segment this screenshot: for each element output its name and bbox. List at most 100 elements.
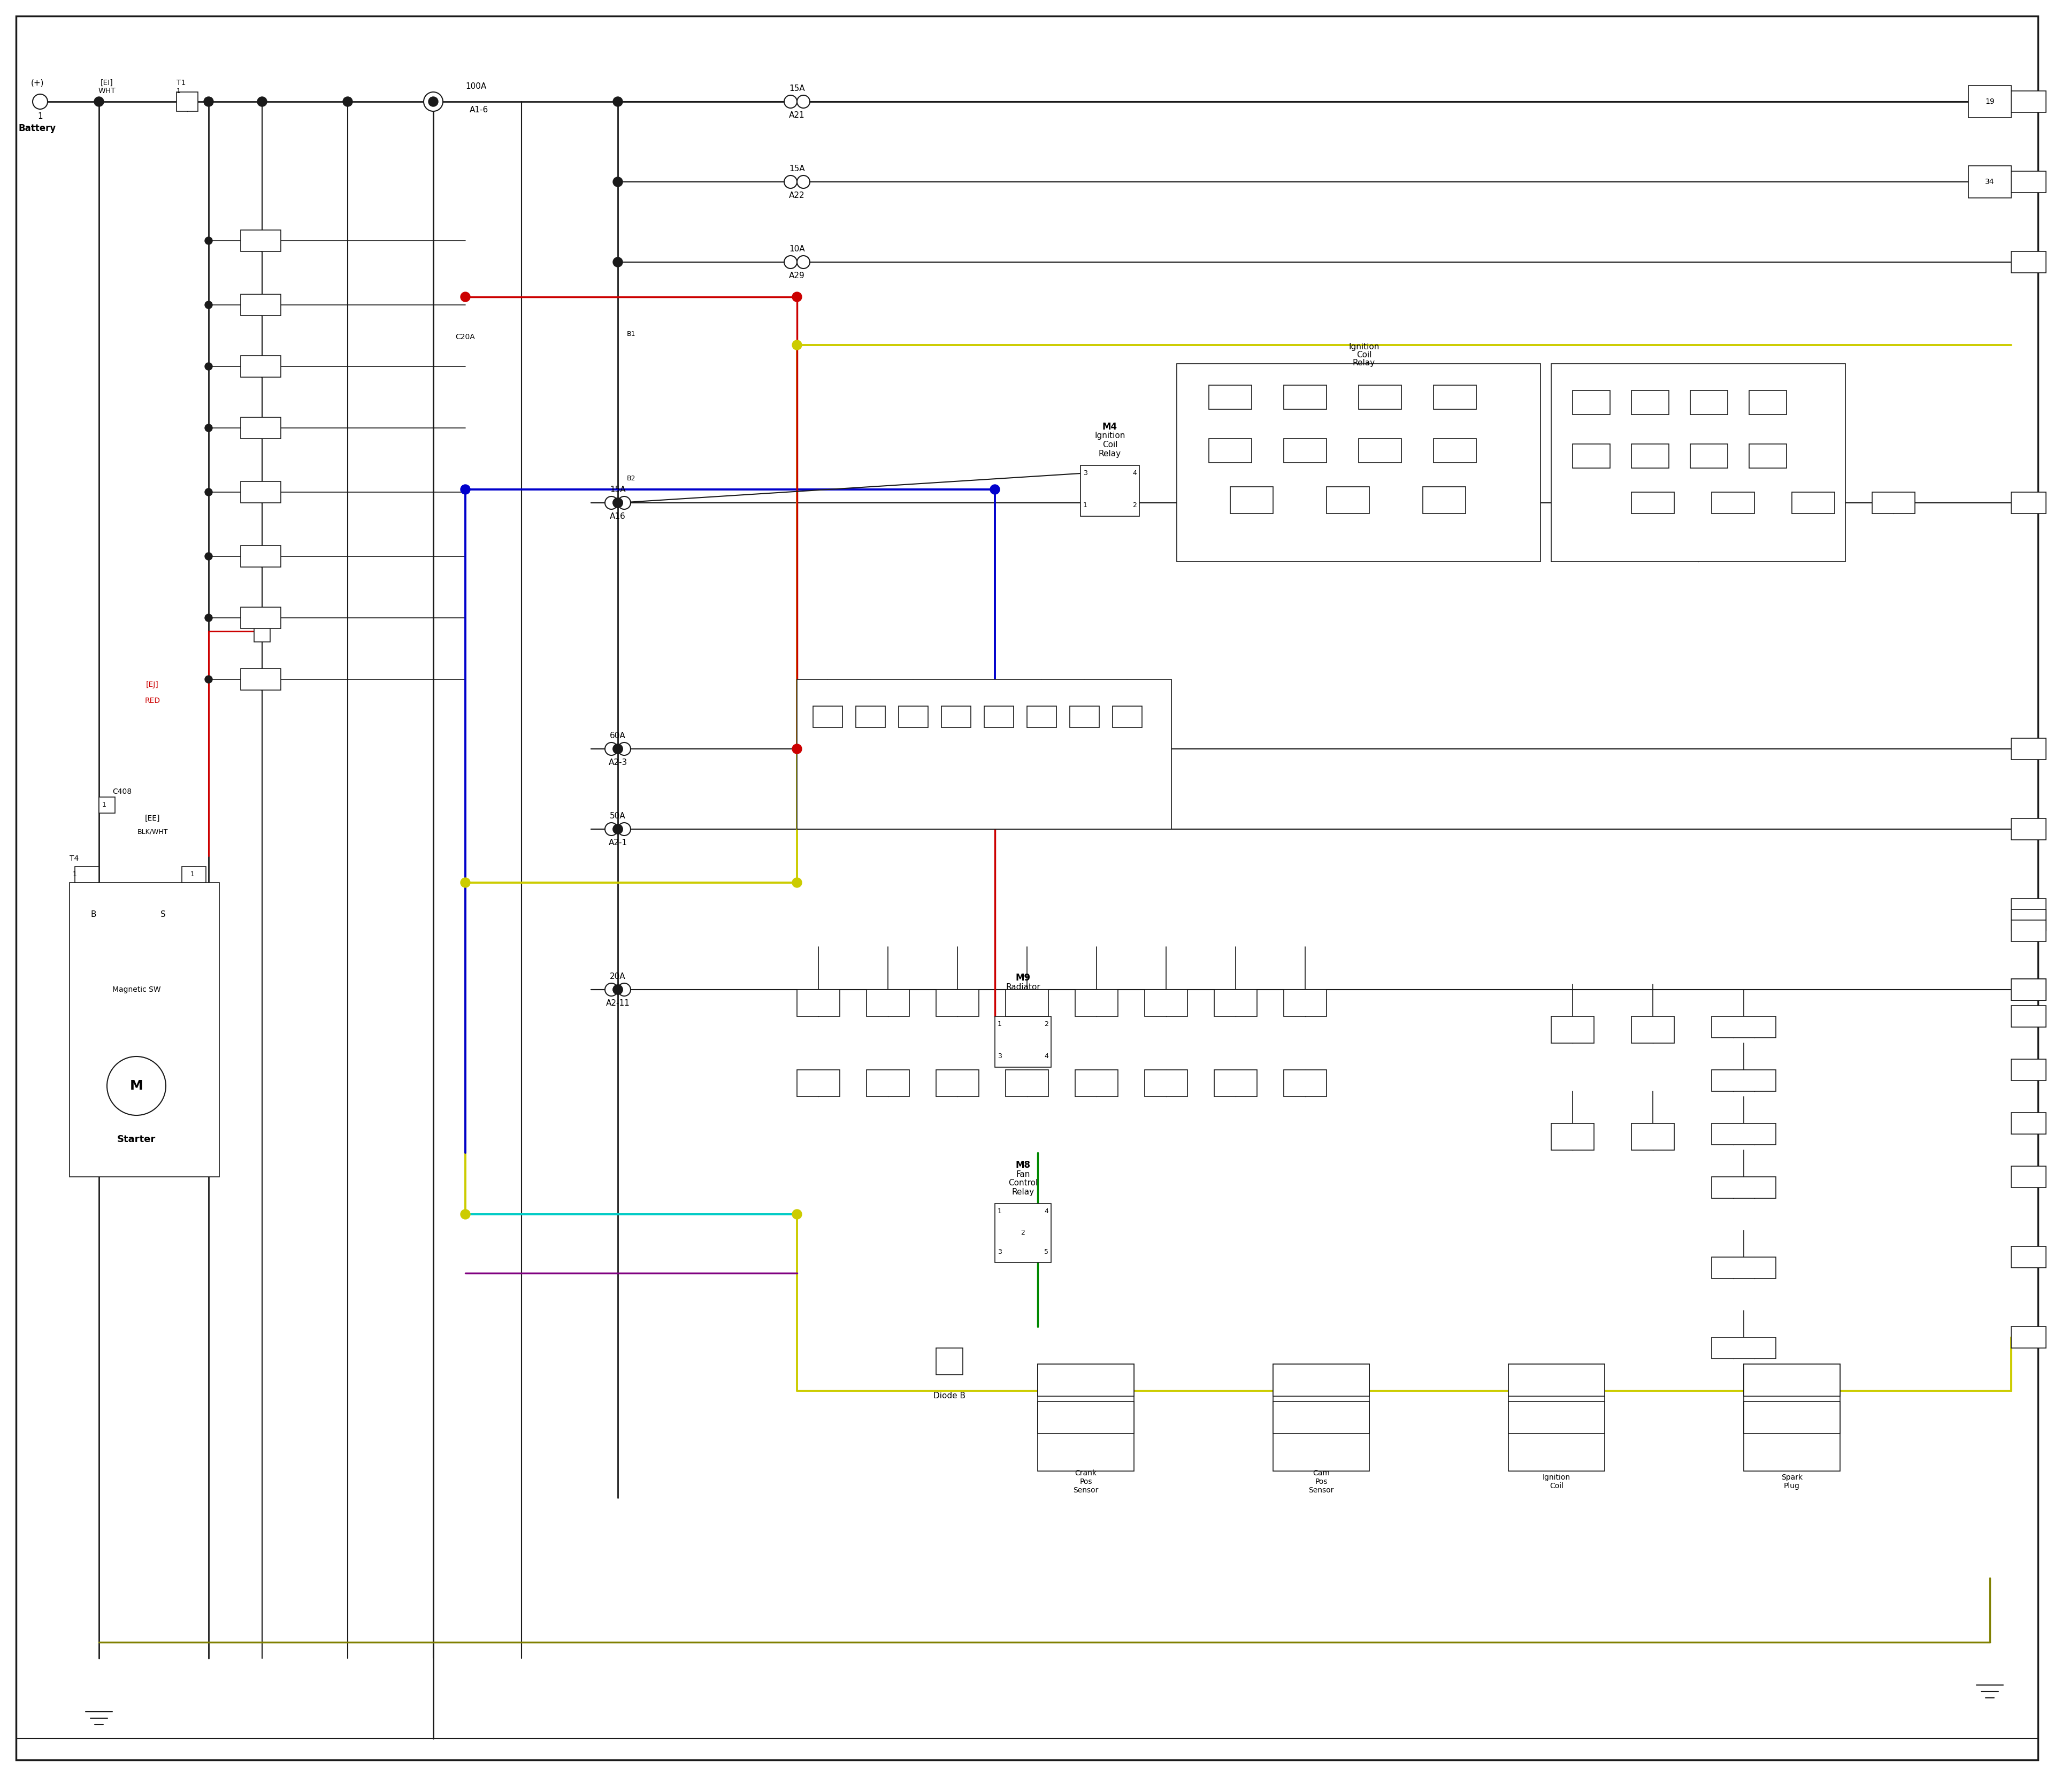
Text: 1: 1 xyxy=(72,871,76,878)
Circle shape xyxy=(612,986,622,995)
Bar xyxy=(1573,391,1610,414)
Bar xyxy=(1210,439,1251,462)
Circle shape xyxy=(429,97,438,106)
Circle shape xyxy=(107,1057,166,1115)
Circle shape xyxy=(793,292,801,301)
Bar xyxy=(1508,1364,1604,1471)
Text: 1: 1 xyxy=(191,871,195,878)
Bar xyxy=(2011,1005,2046,1027)
Bar xyxy=(1631,1016,1674,1043)
Circle shape xyxy=(257,97,267,106)
Text: 9: 9 xyxy=(2025,1253,2031,1262)
Bar xyxy=(1113,706,1142,728)
Circle shape xyxy=(612,97,622,106)
Bar xyxy=(1230,487,1273,514)
Text: 7: 7 xyxy=(2025,1118,2031,1129)
Text: C408: C408 xyxy=(113,788,131,796)
Text: M8: M8 xyxy=(1015,1159,1031,1170)
Text: 1: 1 xyxy=(998,1208,1002,1215)
Text: 2: 2 xyxy=(1132,502,1136,509)
Circle shape xyxy=(205,237,212,244)
Bar xyxy=(240,294,281,315)
Bar xyxy=(857,706,885,728)
Circle shape xyxy=(606,496,618,509)
Bar xyxy=(813,706,842,728)
Bar xyxy=(1508,1401,1604,1434)
Bar xyxy=(2011,1059,2046,1081)
Bar xyxy=(1711,1070,1777,1091)
Text: [EE]: [EE] xyxy=(146,815,160,823)
Text: 2: 2 xyxy=(1043,1021,1048,1029)
Bar xyxy=(240,668,281,690)
Bar xyxy=(1968,167,2011,197)
Bar xyxy=(183,867,205,883)
Bar xyxy=(1037,1401,1134,1434)
Text: A29: A29 xyxy=(789,271,805,280)
Bar xyxy=(2011,1113,2046,1134)
Circle shape xyxy=(612,498,622,507)
Bar xyxy=(1711,1124,1777,1145)
Text: A1-6: A1-6 xyxy=(468,106,489,113)
Text: B: B xyxy=(90,910,97,919)
Bar xyxy=(240,607,281,629)
Text: 4: 4 xyxy=(1043,1208,1048,1215)
Bar xyxy=(867,1070,910,1097)
Text: Radiator: Radiator xyxy=(1006,984,1039,991)
Bar xyxy=(255,620,271,642)
Bar xyxy=(1006,1070,1048,1097)
Bar xyxy=(1871,493,1914,514)
Text: 3: 3 xyxy=(998,1249,1002,1254)
Bar xyxy=(2011,1167,2046,1188)
Bar xyxy=(937,1070,980,1097)
Text: 15: 15 xyxy=(261,609,269,616)
Text: Relay: Relay xyxy=(1013,1002,1035,1009)
Bar xyxy=(1631,1124,1674,1150)
Circle shape xyxy=(612,824,622,833)
Bar xyxy=(1273,1401,1370,1434)
Bar xyxy=(1631,493,1674,514)
Text: 19: 19 xyxy=(1984,99,1994,106)
Text: 2: 2 xyxy=(2025,986,2031,995)
Circle shape xyxy=(460,1210,470,1219)
Bar xyxy=(2011,819,2046,840)
Text: 100A: 100A xyxy=(466,82,487,91)
Text: Starter: Starter xyxy=(117,1134,156,1145)
Circle shape xyxy=(205,362,212,371)
Text: 1: 1 xyxy=(37,113,43,120)
Bar xyxy=(994,1016,1052,1068)
Text: (+): (+) xyxy=(31,79,43,88)
Circle shape xyxy=(612,258,622,267)
Text: 42: 42 xyxy=(2023,498,2033,507)
Text: 3: 3 xyxy=(998,1054,1002,1059)
Bar xyxy=(797,1070,840,1097)
Bar xyxy=(1074,989,1117,1016)
Circle shape xyxy=(205,552,212,561)
Circle shape xyxy=(606,984,618,996)
Bar xyxy=(1327,487,1370,514)
Bar xyxy=(1434,439,1477,462)
Circle shape xyxy=(205,489,212,496)
Text: A21: A21 xyxy=(789,111,805,118)
Bar xyxy=(1273,1364,1370,1471)
Bar xyxy=(1744,1364,1840,1471)
Text: Magnetic SW: Magnetic SW xyxy=(113,986,160,993)
Bar xyxy=(240,418,281,439)
Bar xyxy=(797,679,1171,830)
Bar xyxy=(1711,1337,1777,1358)
Bar xyxy=(240,357,281,376)
Text: Coil: Coil xyxy=(1356,351,1372,358)
Circle shape xyxy=(990,484,1000,495)
Text: Fan: Fan xyxy=(1017,1170,1029,1177)
Circle shape xyxy=(343,97,353,106)
Circle shape xyxy=(460,484,470,495)
Text: 1: 1 xyxy=(103,801,107,808)
Bar xyxy=(1423,487,1467,514)
Circle shape xyxy=(612,744,622,754)
Text: Spark
Plug: Spark Plug xyxy=(1781,1473,1803,1489)
Bar xyxy=(1284,989,1327,1016)
Circle shape xyxy=(793,340,801,349)
Bar xyxy=(1080,466,1140,516)
Bar xyxy=(240,482,281,504)
Bar xyxy=(2011,898,2046,919)
Bar xyxy=(1037,1364,1134,1396)
